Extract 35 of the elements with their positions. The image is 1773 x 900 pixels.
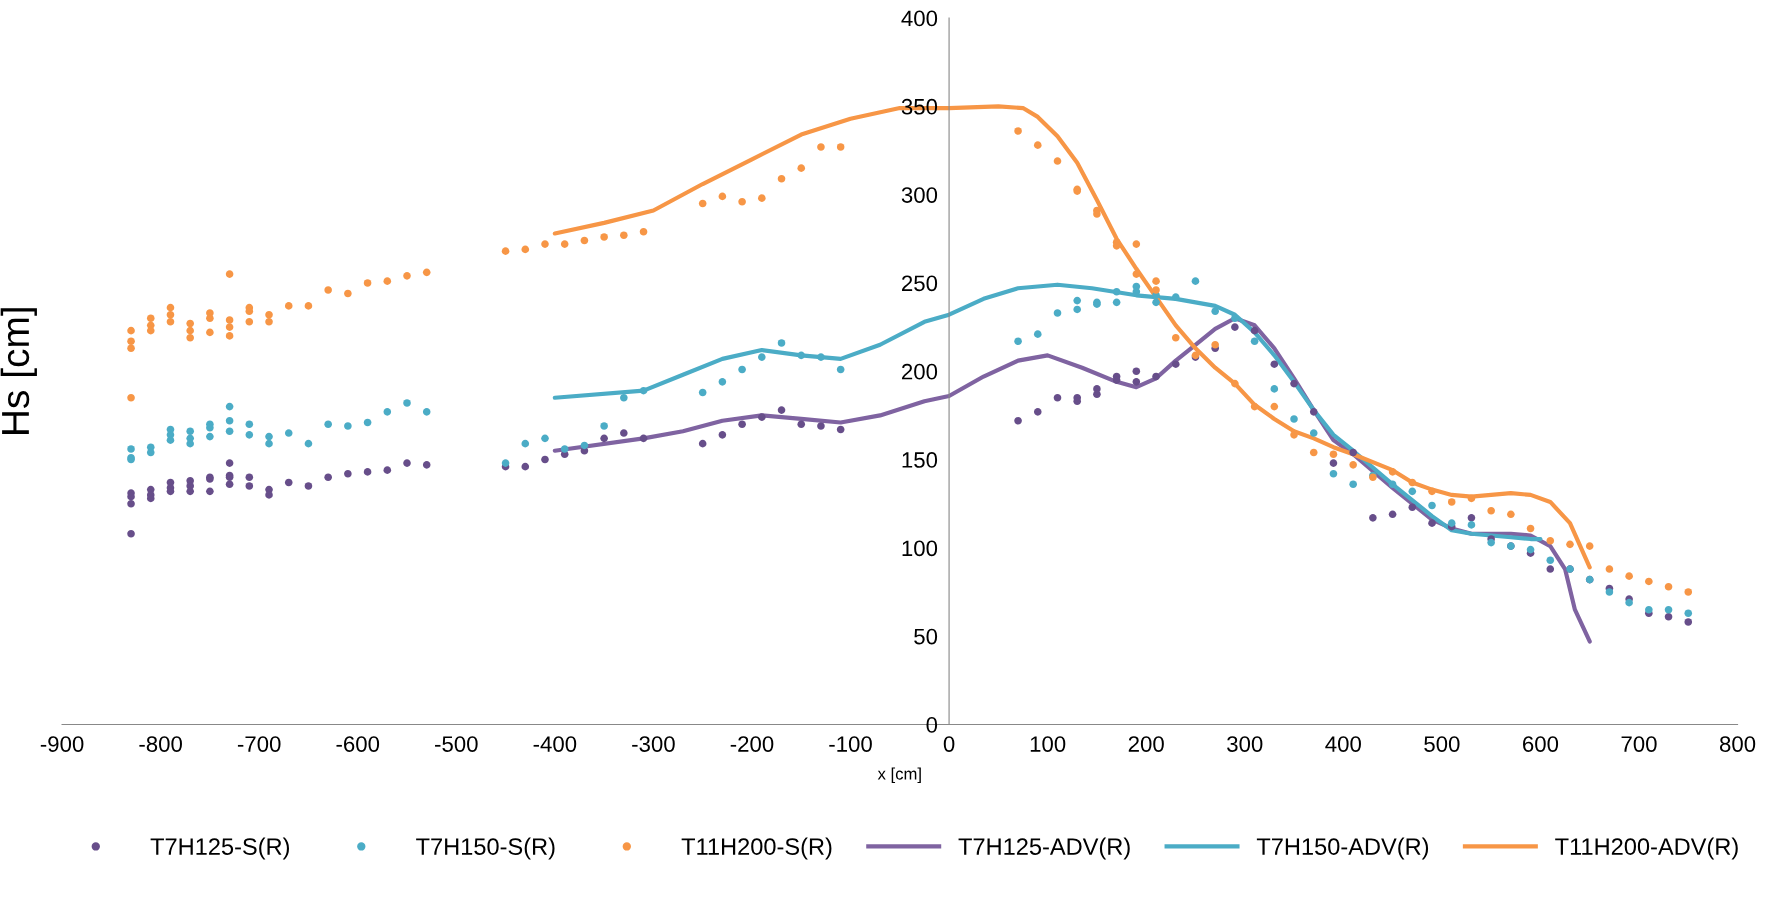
x-axis-title: x [cm] <box>877 767 921 783</box>
x-tick-label: -600 <box>336 736 380 752</box>
legend-label: T11H200-S(R) <box>681 837 832 860</box>
x-tick-label: -400 <box>533 736 577 752</box>
y-tick-label: 200 <box>902 363 938 380</box>
legend-label: T7H150-ADV(R) <box>1256 837 1429 860</box>
x-tick-label: 800 <box>1719 736 1756 752</box>
y-axis-title: Hs [cm] <box>0 308 37 434</box>
x-tick-label: -800 <box>139 736 182 752</box>
y-tick-label: 50 <box>914 628 938 645</box>
y-tick-label: 0 <box>926 717 938 733</box>
x-tick-label: 700 <box>1621 736 1657 752</box>
legend-label: T7H125-S(R) <box>150 837 290 860</box>
x-tick-label: 0 <box>943 736 955 752</box>
x-tick-label: 100 <box>1030 736 1066 752</box>
y-tick-label: 150 <box>902 452 938 468</box>
y-tick-label: 300 <box>901 187 938 203</box>
x-tick-label: 500 <box>1424 736 1460 752</box>
x-tick-label: 300 <box>1227 736 1263 752</box>
legend-label: T7H150-S(R) <box>416 837 555 860</box>
y-tick-label: 400 <box>901 10 938 27</box>
legend-label: T7H125-ADV(R) <box>958 837 1130 860</box>
x-tick-label: -300 <box>632 736 675 752</box>
x-tick-label: 400 <box>1325 736 1361 752</box>
y-tick-label: 350 <box>901 98 938 115</box>
x-tick-label: -200 <box>730 736 774 752</box>
x-tick-label: -500 <box>435 736 478 752</box>
x-tick-label: -700 <box>237 736 281 752</box>
y-tick-label: 100 <box>902 540 938 557</box>
legend-label: T11H200-ADV(R) <box>1555 837 1738 860</box>
x-tick-label: 600 <box>1523 736 1559 752</box>
x-tick-label: -100 <box>829 736 872 752</box>
x-tick-label: -900 <box>40 736 84 752</box>
x-tick-label: 200 <box>1128 736 1164 752</box>
y-tick-label: 250 <box>902 275 938 292</box>
